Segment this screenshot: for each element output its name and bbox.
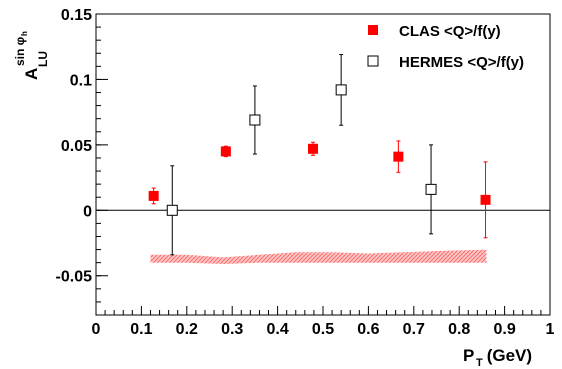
x-tick-label: 0.3: [221, 321, 243, 338]
hermes-data-point: [335, 84, 347, 96]
x-axis-title-subscript: T: [476, 357, 483, 369]
y-tick-label: -0.05: [56, 269, 93, 286]
clas-data-point: [480, 194, 491, 205]
x-tick-label: 0.5: [312, 321, 334, 338]
x-axis-title: P T (GeV): [463, 346, 532, 369]
legend: CLAS <Q>/f(y) HERMES <Q>/f(y): [367, 23, 524, 71]
hermes-data-point: [166, 204, 178, 216]
systematic-band-layer: [150, 249, 487, 264]
x-axis-title-main: P: [463, 346, 474, 365]
x-tick-label: 0.4: [266, 321, 288, 338]
y-tick-label: 0: [83, 203, 92, 220]
legend-marker-hermes: [367, 55, 379, 67]
y-axis-title-superscript: sin φ: [13, 36, 27, 66]
legend-label-clas: CLAS <Q>/f(y): [399, 23, 501, 40]
y-axis-title-subscript: LU: [36, 51, 50, 67]
x-tick-label: 0.8: [448, 321, 470, 338]
x-tick-label: 0.9: [493, 321, 515, 338]
legend-marker-clas: [368, 25, 378, 35]
y-axis-ticks: -0.05 0 0.05 0.1 0.15: [56, 7, 108, 316]
clas-data-point: [308, 143, 319, 154]
x-tick-label: 0.2: [176, 321, 198, 338]
y-tick-label: 0.15: [61, 7, 92, 24]
y-tick-label: 0.1: [70, 72, 92, 89]
data-points: [148, 54, 491, 256]
y-axis-title-superscript-subscript: h: [20, 31, 29, 36]
y-tick-label: 0.05: [61, 138, 92, 155]
clas-data-point: [148, 190, 159, 201]
x-axis-title-unit: (GeV): [482, 346, 532, 365]
systematic-band: [150, 249, 487, 264]
x-tick-label: 0.6: [357, 321, 379, 338]
legend-label-hermes: HERMES <Q>/f(y): [399, 54, 524, 71]
x-tick-label: 0.1: [130, 321, 152, 338]
x-tick-label: 1: [546, 321, 555, 338]
hermes-data-point: [249, 114, 261, 126]
x-axis-ticks: 0 0.1 0.2 0.3 0.4 0.5 0.6 0.7 0.8 0.9 1: [92, 306, 555, 338]
y-axis-title-main: A: [22, 68, 41, 80]
clas-data-point: [393, 151, 404, 162]
hermes-data-point: [425, 183, 437, 195]
clas-data-point: [220, 146, 231, 157]
y-axis-title: A LU sin φ h: [13, 31, 50, 80]
x-tick-label: 0: [92, 321, 101, 338]
x-tick-label: 0.7: [403, 321, 425, 338]
